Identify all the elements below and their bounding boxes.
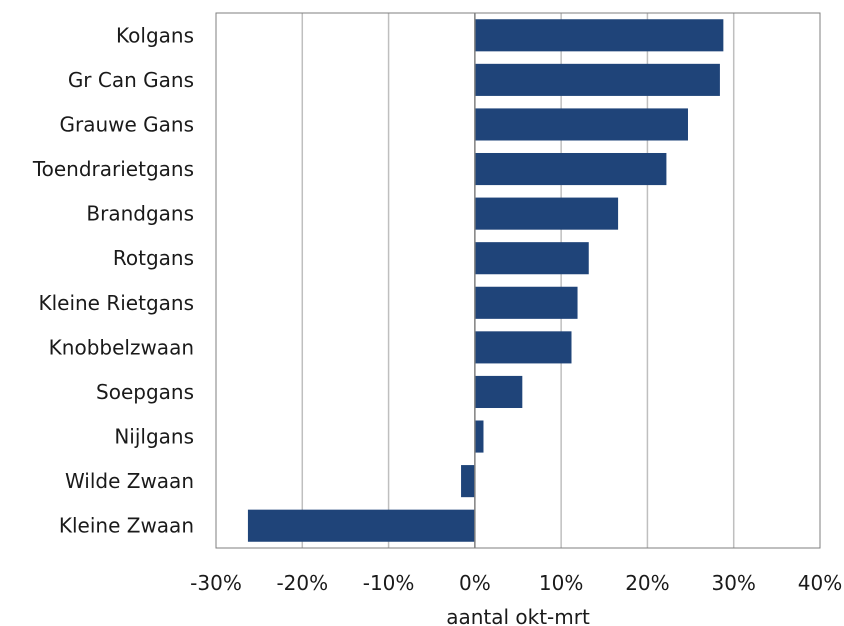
- bar: [474, 152, 667, 186]
- bars: [247, 19, 724, 542]
- x-tick-label: 30%: [711, 571, 755, 595]
- x-tick-label: 40%: [798, 571, 842, 595]
- plot-frame: [215, 12, 821, 549]
- category-label: Kleine Zwaan: [59, 514, 194, 538]
- x-tick-labels: -30% -20% -10% 0% 10% 20% 30% 40%: [190, 571, 842, 595]
- category-label: Wilde Zwaan: [65, 469, 194, 493]
- bar: [247, 509, 475, 542]
- category-label: Soepgans: [96, 380, 194, 404]
- bar: [474, 19, 724, 52]
- bar: [474, 242, 589, 275]
- bar: [474, 197, 619, 230]
- x-axis-title: aantal okt-mrt: [446, 605, 590, 626]
- category-label: Brandgans: [86, 202, 194, 226]
- grid-lines: [301, 13, 735, 548]
- bar: [474, 375, 523, 409]
- x-tick-label: 20%: [625, 571, 669, 595]
- x-tick-label: -20%: [276, 571, 328, 595]
- bar: [474, 420, 484, 453]
- category-label: Nijlgans: [114, 425, 194, 449]
- category-labels: Kolgans Gr Can Gans Grauwe Gans Toendrariet…: [32, 23, 194, 537]
- category-label: Kolgans: [116, 23, 194, 47]
- category-label: Knobbelzwaan: [49, 335, 194, 359]
- bar: [474, 286, 578, 319]
- category-label: Gr Can Gans: [68, 68, 194, 92]
- category-label: Rotgans: [113, 246, 194, 270]
- bar: [474, 108, 688, 141]
- category-label: Kleine Rietgans: [38, 291, 194, 315]
- bar: [474, 63, 720, 96]
- bar: [461, 465, 475, 498]
- bar: [474, 331, 572, 364]
- category-label: Grauwe Gans: [59, 112, 194, 136]
- category-label: Toendrarietgans: [32, 157, 194, 181]
- x-tick-label: -10%: [363, 571, 415, 595]
- x-tick-label: -30%: [190, 571, 242, 595]
- x-tick-label: 10%: [539, 571, 583, 595]
- x-tick-label: 0%: [459, 571, 491, 595]
